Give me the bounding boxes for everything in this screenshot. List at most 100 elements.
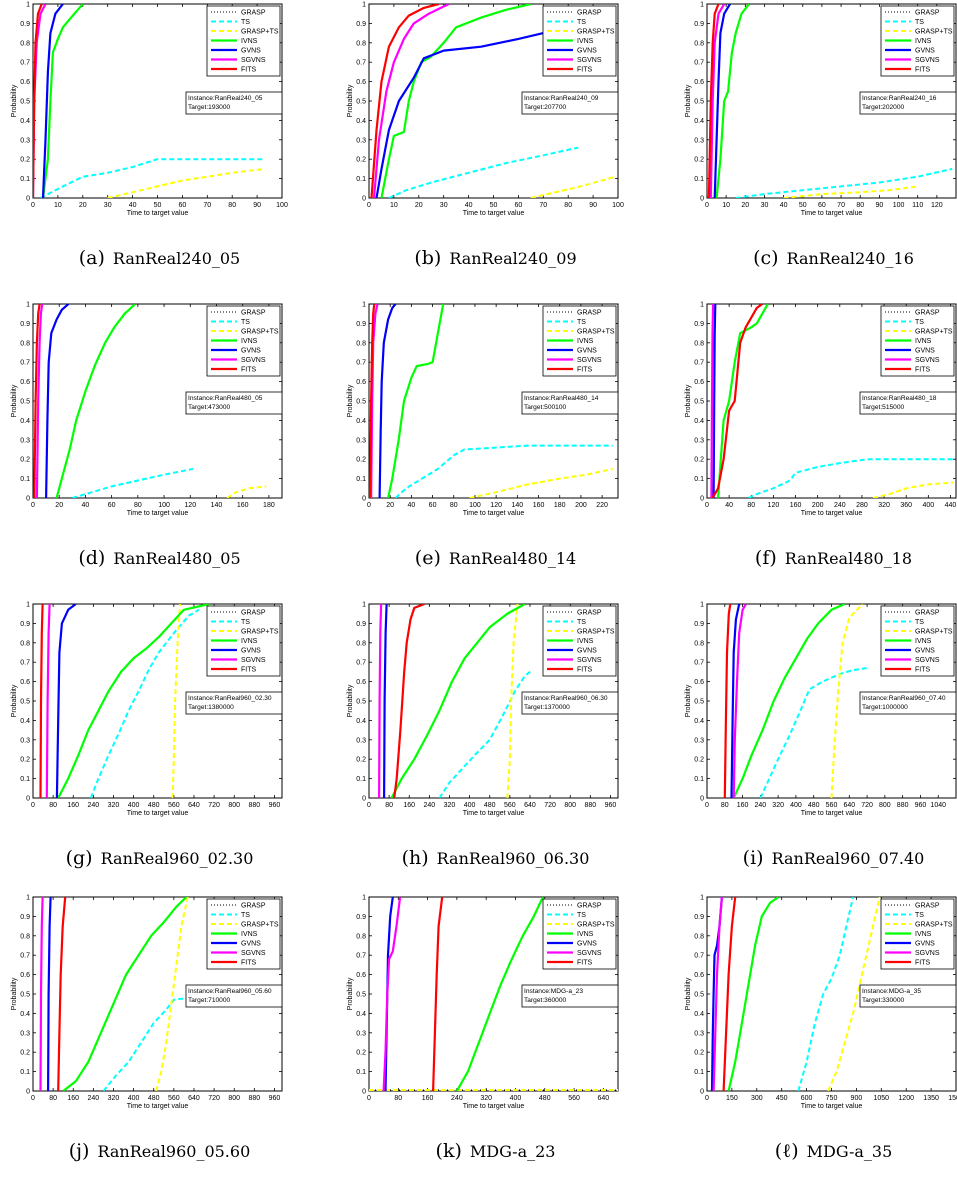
x-axis-label: Time to target value — [463, 510, 525, 517]
y-tick-label: 0.6 — [20, 79, 30, 86]
x-tick-label: 600 — [801, 1095, 813, 1102]
y-tick-label: 0.1 — [356, 176, 366, 183]
y-tick-label: 0.9 — [20, 914, 30, 921]
x-tick-label: 720 — [861, 802, 873, 809]
series-line-grasp-ts — [872, 481, 954, 498]
subfigure-letter: (k) — [435, 1140, 462, 1162]
legend: GRASP TS GRASP+TS IVNS GVNS SGVNS FITS — [206, 305, 281, 377]
y-axis-label: Probability — [11, 84, 18, 117]
x-tick-label: 60 — [108, 502, 116, 509]
series-line-gvns — [41, 4, 64, 198]
instance-label: Instance:RanReal960_07.40 — [862, 695, 946, 702]
series-line-grasp-ts — [530, 175, 616, 198]
y-tick-label: 0.7 — [20, 953, 30, 960]
series-line-fits — [707, 4, 720, 198]
legend: GRASP TS GRASP+TS IVNS GVNS SGVNS FITS — [206, 605, 281, 677]
y-tick-label: 0.8 — [20, 40, 30, 47]
y-tick-label: 0 — [700, 796, 704, 803]
y-tick-label: 0.7 — [356, 360, 366, 367]
y-tick-label: 0.7 — [20, 360, 30, 367]
y-tick-label: 0 — [26, 496, 30, 503]
y-tick-label: 0.5 — [20, 99, 30, 106]
y-tick-label: 0.3 — [20, 437, 30, 444]
legend-label: GRASP — [577, 310, 602, 317]
x-tick-label: 1200 — [898, 1095, 914, 1102]
legend: GRASP TS GRASP+TS IVNS GVNS SGVNS FITS — [880, 305, 955, 377]
legend-label: TS — [577, 19, 586, 26]
y-tick-label: 0.8 — [356, 40, 366, 47]
x-tick-label: 880 — [248, 1095, 260, 1102]
x-tick-label: 800 — [228, 802, 240, 809]
legend-label: GRASP+TS — [577, 29, 615, 36]
x-tick-label: 180 — [554, 502, 566, 509]
legend-label: IVNS — [915, 638, 932, 645]
instance-box: Instance:MDG-a_35 Target:330000 — [859, 984, 957, 1008]
legend-label: SGVNS — [577, 950, 602, 957]
x-tick-label: 80 — [49, 802, 57, 809]
series-line-ts — [438, 669, 534, 798]
x-axis-label: Time to target value — [801, 1103, 863, 1110]
y-tick-label: 0.9 — [356, 321, 366, 328]
x-tick-label: 150 — [726, 1095, 738, 1102]
y-tick-label: 0.1 — [356, 1069, 366, 1076]
y-axis-label: Probability — [347, 84, 354, 117]
series-line-ivns — [57, 604, 210, 798]
series-line-fits — [57, 897, 67, 1091]
x-tick-label: 160 — [67, 1095, 79, 1102]
instance-label: Instance:RanReal960_02.30 — [188, 695, 272, 702]
y-tick-label: 0.3 — [20, 1030, 30, 1037]
y-tick-label: 0.8 — [20, 640, 30, 647]
series-line-grasp-ts — [469, 467, 613, 498]
x-tick-label: 30 — [440, 202, 448, 209]
legend-label: GRASP+TS — [915, 329, 953, 336]
y-tick-label: 0 — [26, 1089, 30, 1096]
legend-label: GVNS — [241, 48, 261, 55]
instance-label: Instance:RanReal240_05 — [188, 95, 263, 102]
y-tick-label: 0.2 — [694, 157, 704, 164]
legend-label: SGVNS — [915, 950, 940, 957]
legend-label: GRASP+TS — [577, 922, 615, 929]
x-tick-label: 10 — [722, 202, 730, 209]
x-tick-label: 400 — [128, 1095, 140, 1102]
x-tick-label: 400 — [922, 502, 934, 509]
x-tick-label: 80 — [134, 502, 142, 509]
y-tick-label: 0.4 — [20, 718, 30, 725]
x-tick-label: 40 — [465, 202, 473, 209]
y-tick-label: 0.9 — [694, 914, 704, 921]
series-line-sgvns — [732, 604, 747, 798]
x-tick-label: 10 — [390, 202, 398, 209]
x-tick-label: 960 — [915, 802, 927, 809]
y-tick-label: 0.6 — [356, 379, 366, 386]
y-tick-label: 0.3 — [694, 137, 704, 144]
x-tick-label: 80 — [49, 1095, 57, 1102]
x-tick-label: 80 — [564, 202, 572, 209]
y-tick-label: 0.4 — [694, 718, 704, 725]
target-label: Target:1000000 — [862, 704, 908, 711]
x-tick-label: 0 — [367, 1095, 371, 1102]
series-group — [707, 4, 953, 198]
legend-label: GRASP+TS — [241, 29, 279, 36]
x-tick-label: 160 — [790, 502, 802, 509]
y-tick-label: 0.2 — [356, 1050, 366, 1057]
series-line-sgvns — [710, 304, 715, 498]
x-tick-label: 400 — [510, 1095, 522, 1102]
y-tick-label: 0.4 — [694, 418, 704, 425]
legend-label: IVNS — [915, 38, 932, 45]
legend: GRASP TS GRASP+TS IVNS GVNS SGVNS FITS — [542, 605, 617, 677]
y-tick-label: 0.5 — [20, 399, 30, 406]
legend-label: FITS — [577, 960, 592, 967]
y-tick-label: 0.6 — [694, 379, 704, 386]
x-tick-label: 100 — [276, 202, 288, 209]
y-tick-label: 0.6 — [694, 972, 704, 979]
chart-svg: 0 10 20 30 40 50 60 70 80 90 100 110 120 0 0.1 0.2 0.3 0.… — [685, 2, 957, 217]
legend-label: GVNS — [915, 348, 935, 355]
x-tick-label: 20 — [55, 502, 63, 509]
series-line-ivns — [715, 4, 750, 198]
series-line-ts — [759, 667, 868, 798]
y-axis-label: Probability — [11, 684, 18, 717]
x-tick-label: 200 — [575, 502, 587, 509]
x-tick-label: 20 — [415, 202, 423, 209]
series-line-sgvns — [39, 897, 44, 1091]
y-tick-label: 0.9 — [20, 621, 30, 628]
